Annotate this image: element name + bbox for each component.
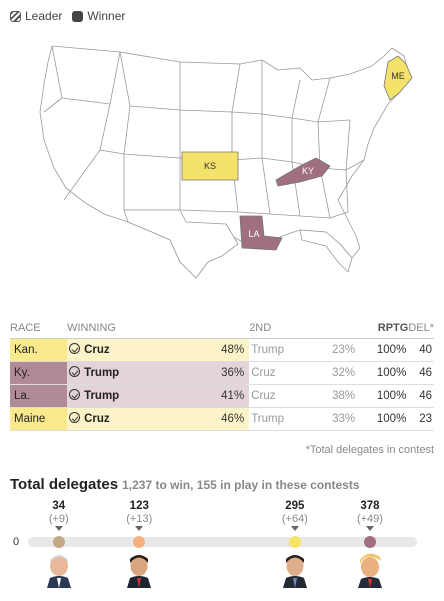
col-race: RACE [10, 318, 68, 339]
delegates-cell: 46 [408, 384, 434, 408]
winner-pct-cell: 36% [193, 361, 250, 385]
leader-swatch [10, 10, 21, 22]
reporting-cell: 100% [357, 384, 409, 408]
winner-name: Cruz [84, 413, 110, 425]
race-cell: Ky. [10, 361, 68, 385]
candidate-dot [52, 536, 65, 548]
delegate-gain: (+49) [356, 513, 383, 525]
legend-winner: Winner [72, 9, 125, 23]
col-rptg: RPTG [357, 318, 409, 339]
second-cell: Cruz [249, 384, 328, 408]
race-cell: Maine [10, 407, 68, 431]
winner-pct-cell: 41% [193, 384, 250, 408]
winner-cell: Cruz [67, 407, 194, 431]
legend-leader-label: Leader [25, 9, 63, 23]
second-pct-cell: 38% [327, 384, 358, 408]
label-ks: KS [204, 161, 216, 171]
check-circle-icon [69, 366, 81, 377]
total-delegates-subtitle: 1,237 to win, 155 in play in these conte… [122, 478, 360, 492]
candidate-total: 378 (+49) [340, 500, 400, 531]
second-cell: Trump [249, 338, 328, 362]
map-legend: Leader Winner [10, 9, 135, 23]
label-me: ME [391, 71, 405, 81]
marker-arrow-icon [365, 526, 374, 531]
check-circle-icon [69, 389, 81, 400]
legend-winner-label: Winner [87, 9, 126, 23]
candidate-total: 123 (+13) [109, 500, 169, 531]
legend-leader: Leader [10, 9, 62, 23]
col-winning-pct [193, 318, 250, 339]
col-second-pct [327, 318, 358, 339]
candidate-portrait-icon [127, 555, 152, 588]
delegate-count: 34 [52, 500, 66, 512]
winner-cell: Trump [67, 361, 194, 385]
delegate-count: 123 [129, 500, 149, 512]
delegate-count: 378 [360, 500, 380, 512]
delegate-gain: (+13) [126, 513, 153, 525]
table-row: Maine Cruz 46% Trump 33% 100% 23 [10, 407, 434, 431]
delegate-gain: (+9) [48, 513, 69, 525]
race-cell: Kan. [10, 338, 68, 362]
delegate-count: 295 [285, 500, 305, 512]
total-delegates-title: Total delegates 1,237 to win, 155 in play… [10, 476, 360, 493]
winner-name: Trump [84, 367, 120, 379]
second-cell: Trump [249, 407, 328, 431]
candidate-portrait-icon [46, 555, 71, 588]
reporting-cell: 100% [357, 338, 409, 362]
check-circle-icon [69, 343, 81, 354]
winner-swatch [72, 10, 84, 22]
delegates-cell: 46 [408, 361, 434, 385]
candidate-dot [288, 536, 301, 548]
state-louisiana [239, 215, 283, 251]
winner-cell: Trump [67, 384, 194, 408]
us-map: ME KS KY LA [39, 45, 413, 279]
table-row: La. Trump 41% Cruz 38% 100% 46 [10, 384, 434, 408]
winner-pct-cell: 48% [193, 338, 250, 362]
state-kansas [181, 151, 239, 181]
second-pct-cell: 33% [327, 407, 358, 431]
marker-arrow-icon [290, 526, 299, 531]
winner-pct-cell: 46% [193, 407, 250, 431]
winner-name: Trump [84, 390, 120, 402]
reporting-cell: 100% [357, 361, 409, 385]
candidate-dot [363, 536, 376, 548]
winner-cell: Cruz [67, 338, 194, 362]
delegate-track [28, 537, 417, 547]
check-circle-icon [69, 412, 81, 423]
candidate-total: 295 (+64) [265, 500, 325, 531]
second-pct-cell: 32% [327, 361, 358, 385]
col-second: 2ND [249, 318, 328, 339]
second-pct-cell: 23% [327, 338, 358, 362]
table-row: Ky. Trump 36% Cruz 32% 100% 46 [10, 361, 434, 385]
delegate-gain: (+64) [281, 513, 308, 525]
candidate-portrait-icon [357, 553, 382, 588]
total-delegates-heading: Total delegates [10, 476, 119, 493]
label-ky: KY [302, 166, 314, 176]
marker-arrow-icon [54, 526, 63, 531]
second-cell: Cruz [249, 361, 328, 385]
delegates-cell: 23 [408, 407, 434, 431]
candidate-dot [133, 536, 146, 548]
col-del: DEL* [408, 318, 434, 339]
candidate-portrait-icon [282, 555, 307, 588]
results-table: RACE WINNING 2ND RPTG DEL* Kan. Cruz 48% Tr… [10, 318, 434, 431]
label-la: LA [248, 229, 259, 239]
table-row: Kan. Cruz 48% Trump 23% 100% 40 [10, 338, 434, 362]
results-header-row: RACE WINNING 2ND RPTG DEL* [10, 318, 434, 339]
reporting-cell: 100% [357, 407, 409, 431]
marker-arrow-icon [135, 526, 144, 531]
col-winning: WINNING [67, 318, 194, 339]
delegates-cell: 40 [408, 338, 434, 362]
delegates-footnote: *Total delegates in contest [305, 444, 434, 456]
axis-zero-label: 0 [13, 536, 20, 548]
winner-name: Cruz [84, 344, 110, 356]
race-cell: La. [10, 384, 68, 408]
state-maine [383, 55, 413, 101]
candidate-total: 34 (+9) [29, 500, 89, 531]
state-kentucky [275, 157, 331, 187]
